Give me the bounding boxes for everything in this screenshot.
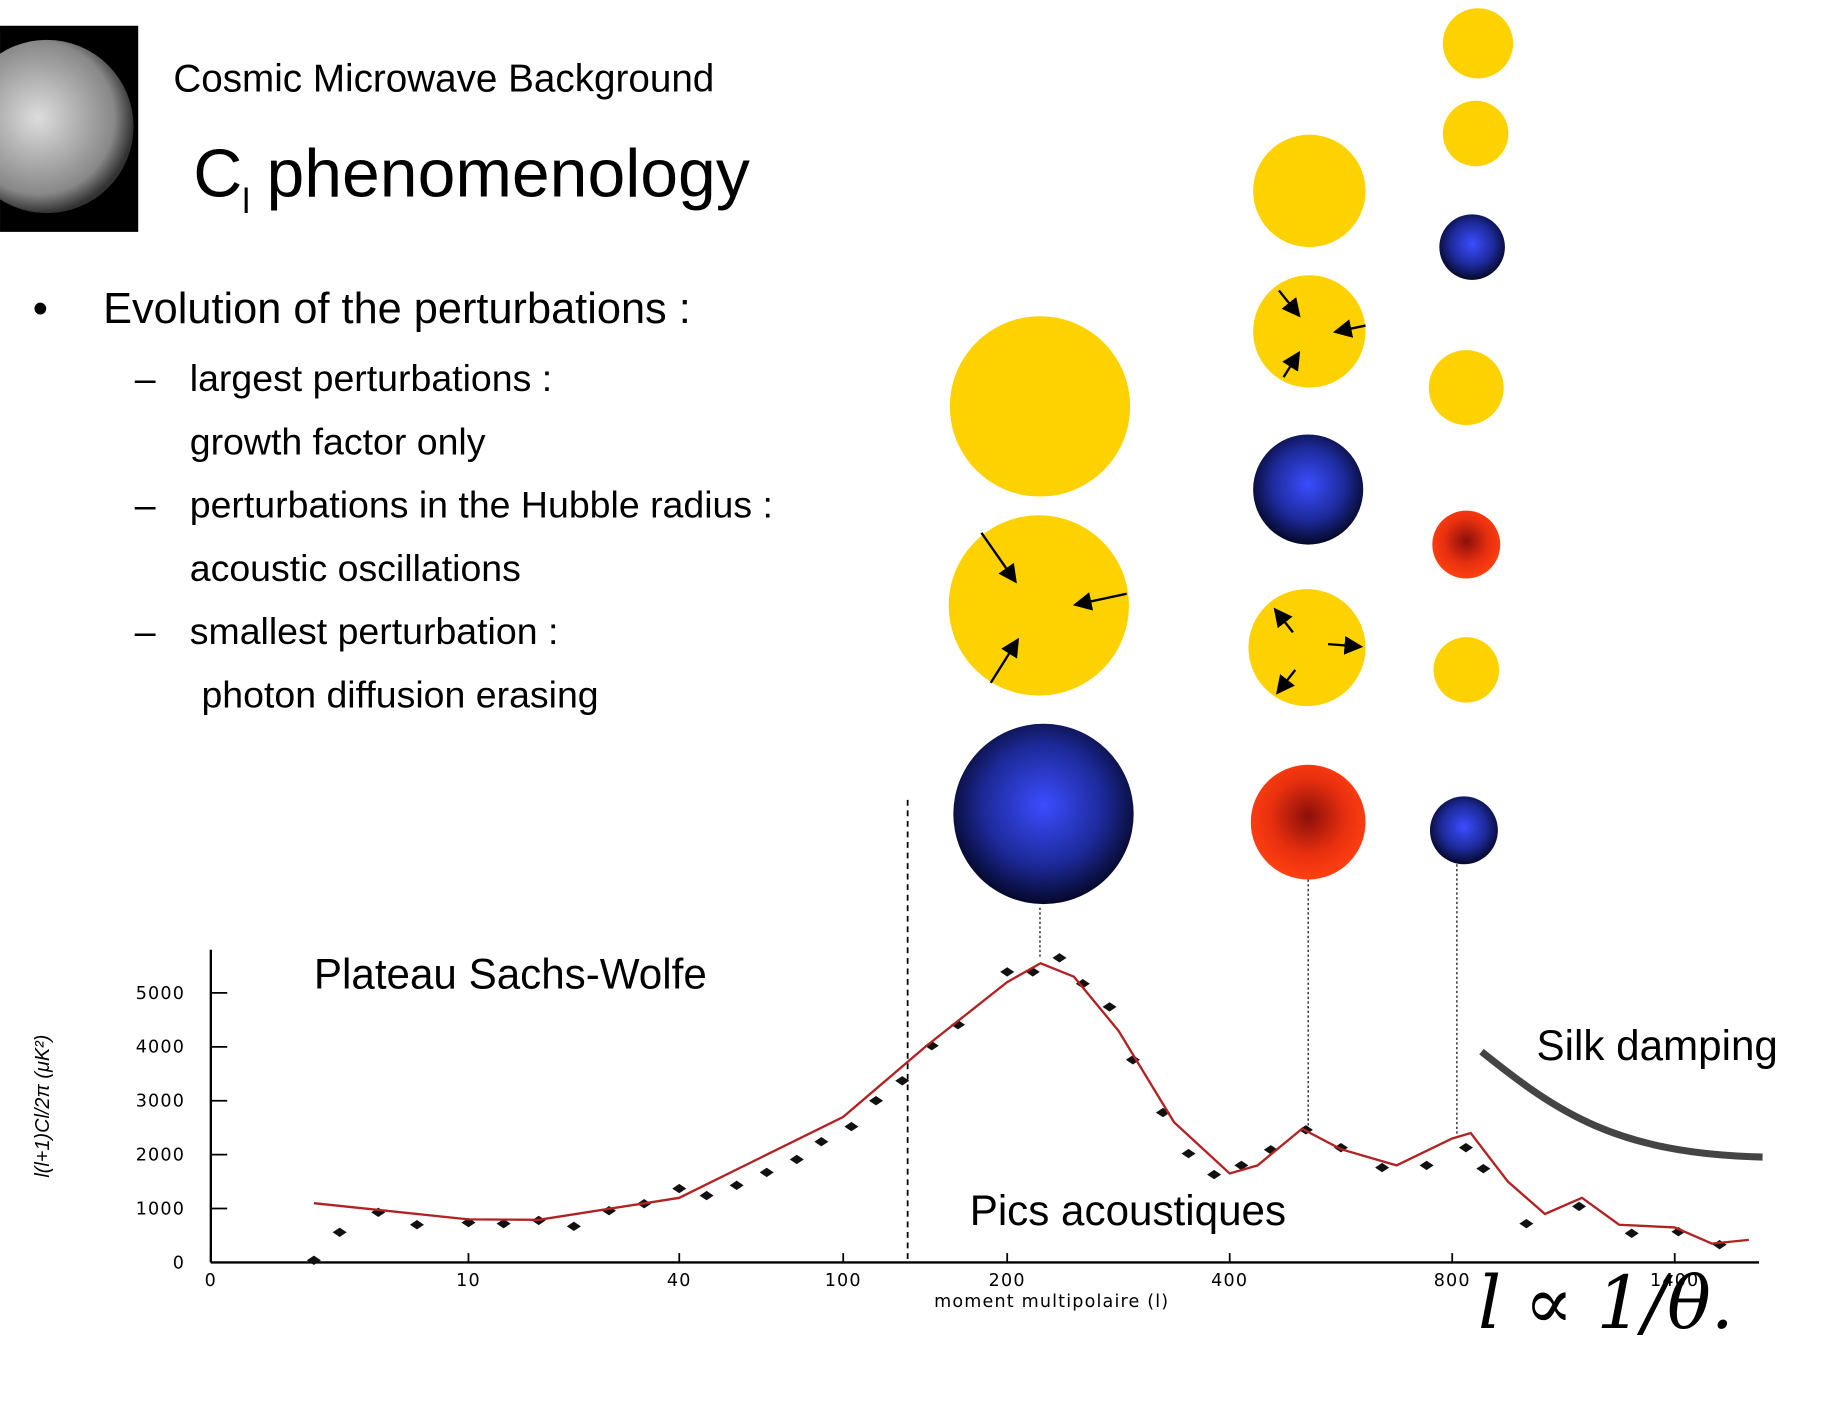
data-point bbox=[1000, 967, 1015, 977]
data-point bbox=[672, 1183, 687, 1194]
title-rest: phenomenology bbox=[267, 137, 750, 212]
data-point bbox=[1519, 1218, 1534, 1229]
data-point bbox=[1375, 1162, 1390, 1173]
title: Cl phenomenology bbox=[193, 137, 750, 221]
y-tick-label: 0 bbox=[173, 1253, 185, 1273]
data-point bbox=[496, 1218, 511, 1229]
circle bbox=[953, 723, 1134, 905]
data-point bbox=[1181, 1148, 1196, 1159]
annotation: Plateau Sachs-Wolfe bbox=[314, 950, 707, 997]
x-tick-label: 100 bbox=[825, 1271, 862, 1291]
data-point bbox=[868, 1096, 884, 1106]
data-point bbox=[1234, 1160, 1249, 1171]
circle bbox=[1442, 100, 1509, 167]
title-sub: l bbox=[242, 182, 250, 221]
data-point bbox=[409, 1220, 424, 1230]
data-point bbox=[814, 1137, 829, 1147]
data-point bbox=[1624, 1228, 1639, 1239]
data-point bbox=[1207, 1169, 1222, 1180]
data-point bbox=[699, 1190, 714, 1201]
data-point bbox=[789, 1154, 804, 1165]
data-point bbox=[1125, 1055, 1140, 1065]
dash: – bbox=[135, 484, 156, 526]
y-tick-label: 3000 bbox=[136, 1092, 185, 1112]
annotation: Pics acoustiques bbox=[970, 1187, 1286, 1234]
data-point bbox=[895, 1076, 910, 1086]
arrow bbox=[1276, 669, 1297, 695]
cmb-sphere bbox=[0, 39, 134, 214]
arrow bbox=[980, 532, 1017, 584]
x-axis-label: moment multipolaire (l) bbox=[934, 1292, 1169, 1312]
sub-bullet-text: smallest perturbation : bbox=[190, 610, 559, 652]
plot: 0 1000 2000 3000 4000 5000 0 10 40 100 200 400 800 14… bbox=[32, 949, 1778, 1312]
circle bbox=[949, 316, 1131, 497]
data-point bbox=[1458, 1142, 1473, 1153]
circle bbox=[1248, 589, 1366, 707]
data-point bbox=[1476, 1163, 1491, 1174]
bullet-dot: • bbox=[33, 285, 48, 333]
data-point bbox=[332, 1227, 347, 1237]
x-tick-label: 800 bbox=[1434, 1271, 1471, 1291]
circle bbox=[1429, 796, 1498, 865]
sub-bullets: – largest perturbations :growth factor on… bbox=[135, 357, 773, 715]
arrow bbox=[989, 637, 1020, 684]
arrow bbox=[1327, 636, 1364, 655]
circle bbox=[1253, 275, 1366, 388]
arrow bbox=[1072, 592, 1127, 611]
y-tick-label: 4000 bbox=[136, 1038, 185, 1058]
model-curve bbox=[313, 961, 1749, 1245]
circle bbox=[1442, 8, 1514, 79]
y-axis-label: l(l+1)Cl/2π (μK²) bbox=[32, 1035, 54, 1178]
dash: – bbox=[135, 610, 156, 652]
bullet-main: Evolution of the perturbations : bbox=[103, 285, 691, 333]
data-point bbox=[306, 1255, 321, 1265]
circle bbox=[1250, 764, 1366, 880]
circle bbox=[1428, 350, 1504, 426]
perturbation-circles bbox=[948, 8, 1514, 1134]
x-tick-label: 40 bbox=[667, 1271, 692, 1291]
circle bbox=[1253, 134, 1366, 248]
subtitle: Cosmic Microwave Background bbox=[173, 57, 714, 100]
data-point bbox=[759, 1167, 774, 1178]
data-point bbox=[844, 1121, 859, 1132]
dash: – bbox=[135, 357, 156, 399]
sub-bullet-text: photon diffusion erasing bbox=[201, 673, 598, 715]
circle bbox=[1253, 434, 1364, 545]
annotation: Silk damping bbox=[1537, 1022, 1778, 1069]
data-point bbox=[566, 1221, 581, 1232]
y-tick-label: 1000 bbox=[136, 1199, 185, 1219]
x-tick-label: 0 bbox=[205, 1271, 217, 1291]
sub-bullet-text: acoustic oscillations bbox=[190, 547, 521, 589]
y-tick-label: 5000 bbox=[136, 984, 185, 1004]
arrow bbox=[1282, 350, 1301, 378]
x-tick-label: 10 bbox=[456, 1271, 481, 1291]
x-tick-label: 1400 bbox=[1650, 1271, 1699, 1291]
data-point bbox=[1419, 1160, 1434, 1171]
data-point bbox=[1572, 1201, 1587, 1212]
arrow bbox=[1273, 607, 1294, 634]
circle bbox=[948, 515, 1129, 696]
data-point bbox=[729, 1180, 744, 1191]
silk-damping-curve bbox=[1479, 1048, 1763, 1161]
arrow bbox=[1277, 289, 1301, 318]
formula: l ∝ 1/θ. bbox=[1478, 1262, 1734, 1346]
y-tick-label: 2000 bbox=[136, 1145, 185, 1165]
title-c: C bbox=[193, 137, 242, 212]
circle bbox=[1432, 510, 1501, 579]
circle bbox=[1439, 214, 1505, 280]
arrow bbox=[1332, 319, 1366, 338]
x-tick-label: 400 bbox=[1211, 1271, 1248, 1291]
sub-bullet-text: largest perturbations : bbox=[190, 357, 552, 399]
data-point bbox=[1102, 1002, 1117, 1012]
sub-bullet-text: growth factor only bbox=[190, 420, 486, 462]
x-tick-label: 200 bbox=[989, 1271, 1026, 1291]
data-point bbox=[1052, 953, 1067, 963]
circle bbox=[1433, 637, 1500, 703]
sub-bullet-text: perturbations in the Hubble radius : bbox=[190, 484, 773, 526]
